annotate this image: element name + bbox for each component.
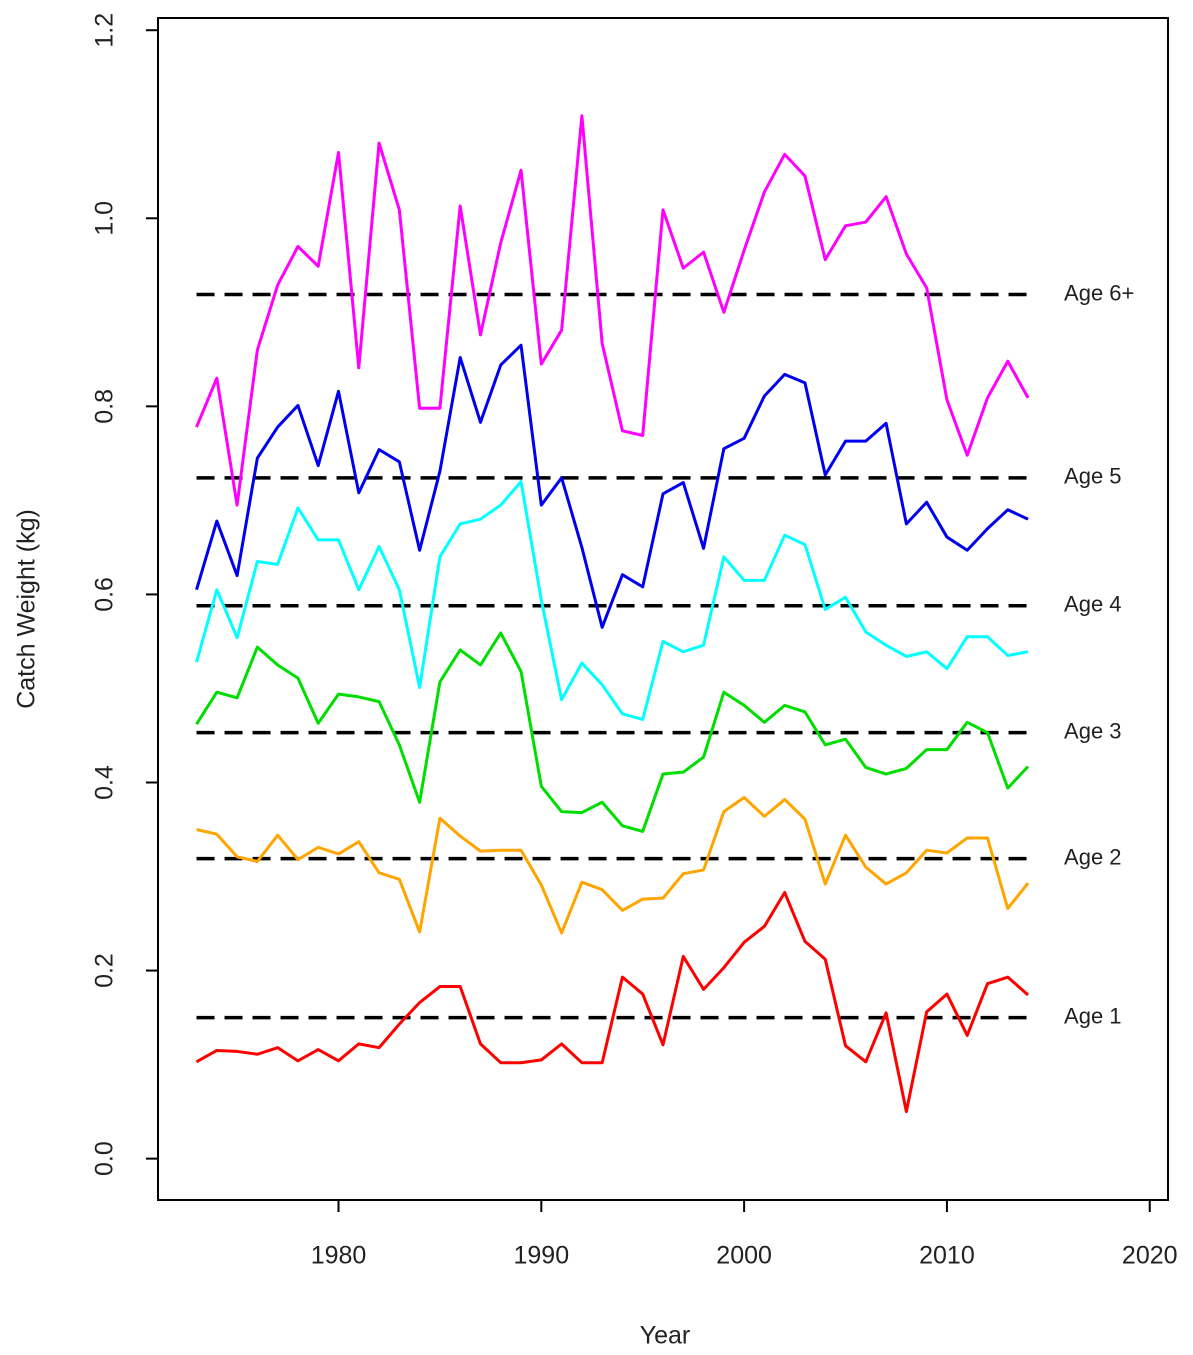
x-tick-label: 1980 [311, 1242, 367, 1270]
series-line [195, 343, 1029, 629]
y-tick-label: 0.8 [91, 389, 119, 424]
y-tick-label: 0.0 [91, 1141, 119, 1176]
plot-box [157, 17, 1169, 1201]
reference-label: Age 5 [1064, 464, 1122, 489]
y-tick-label: 0.6 [91, 577, 119, 612]
reference-label: Age 2 [1064, 844, 1122, 869]
x-tick-label: 1990 [514, 1242, 570, 1270]
series-line [195, 631, 1030, 833]
series-line [196, 796, 1030, 935]
reference-label: Age 4 [1064, 592, 1122, 617]
reference-label: Age 6+ [1064, 280, 1134, 305]
x-tick-label: 2020 [1122, 1242, 1178, 1270]
reference-label: Age 1 [1064, 1003, 1122, 1028]
series-line [195, 114, 1030, 507]
x-tick-label: 2000 [716, 1242, 772, 1270]
reference-label: Age 3 [1064, 718, 1122, 743]
series-line [195, 480, 1029, 721]
y-tick-label: 1.0 [91, 201, 119, 236]
y-axis-label: Catch Weight (kg) [13, 509, 41, 709]
x-tick-label: 2010 [919, 1242, 975, 1270]
series-line [195, 891, 1030, 1114]
y-tick-label: 1.2 [91, 13, 119, 48]
y-tick-label: 0.2 [91, 953, 119, 988]
x-axis-label: Year [640, 1322, 691, 1350]
y-tick-label: 0.4 [91, 765, 119, 800]
